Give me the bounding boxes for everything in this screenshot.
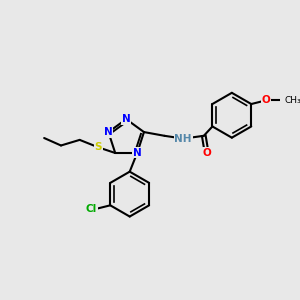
Text: O: O	[202, 148, 211, 158]
Text: O: O	[262, 95, 271, 105]
Text: Cl: Cl	[86, 204, 97, 214]
Text: N: N	[133, 148, 142, 158]
Text: NH: NH	[175, 134, 192, 144]
Text: S: S	[94, 142, 102, 152]
Text: N: N	[122, 114, 130, 124]
Text: CH₃: CH₃	[285, 96, 300, 105]
Text: N: N	[104, 127, 113, 137]
